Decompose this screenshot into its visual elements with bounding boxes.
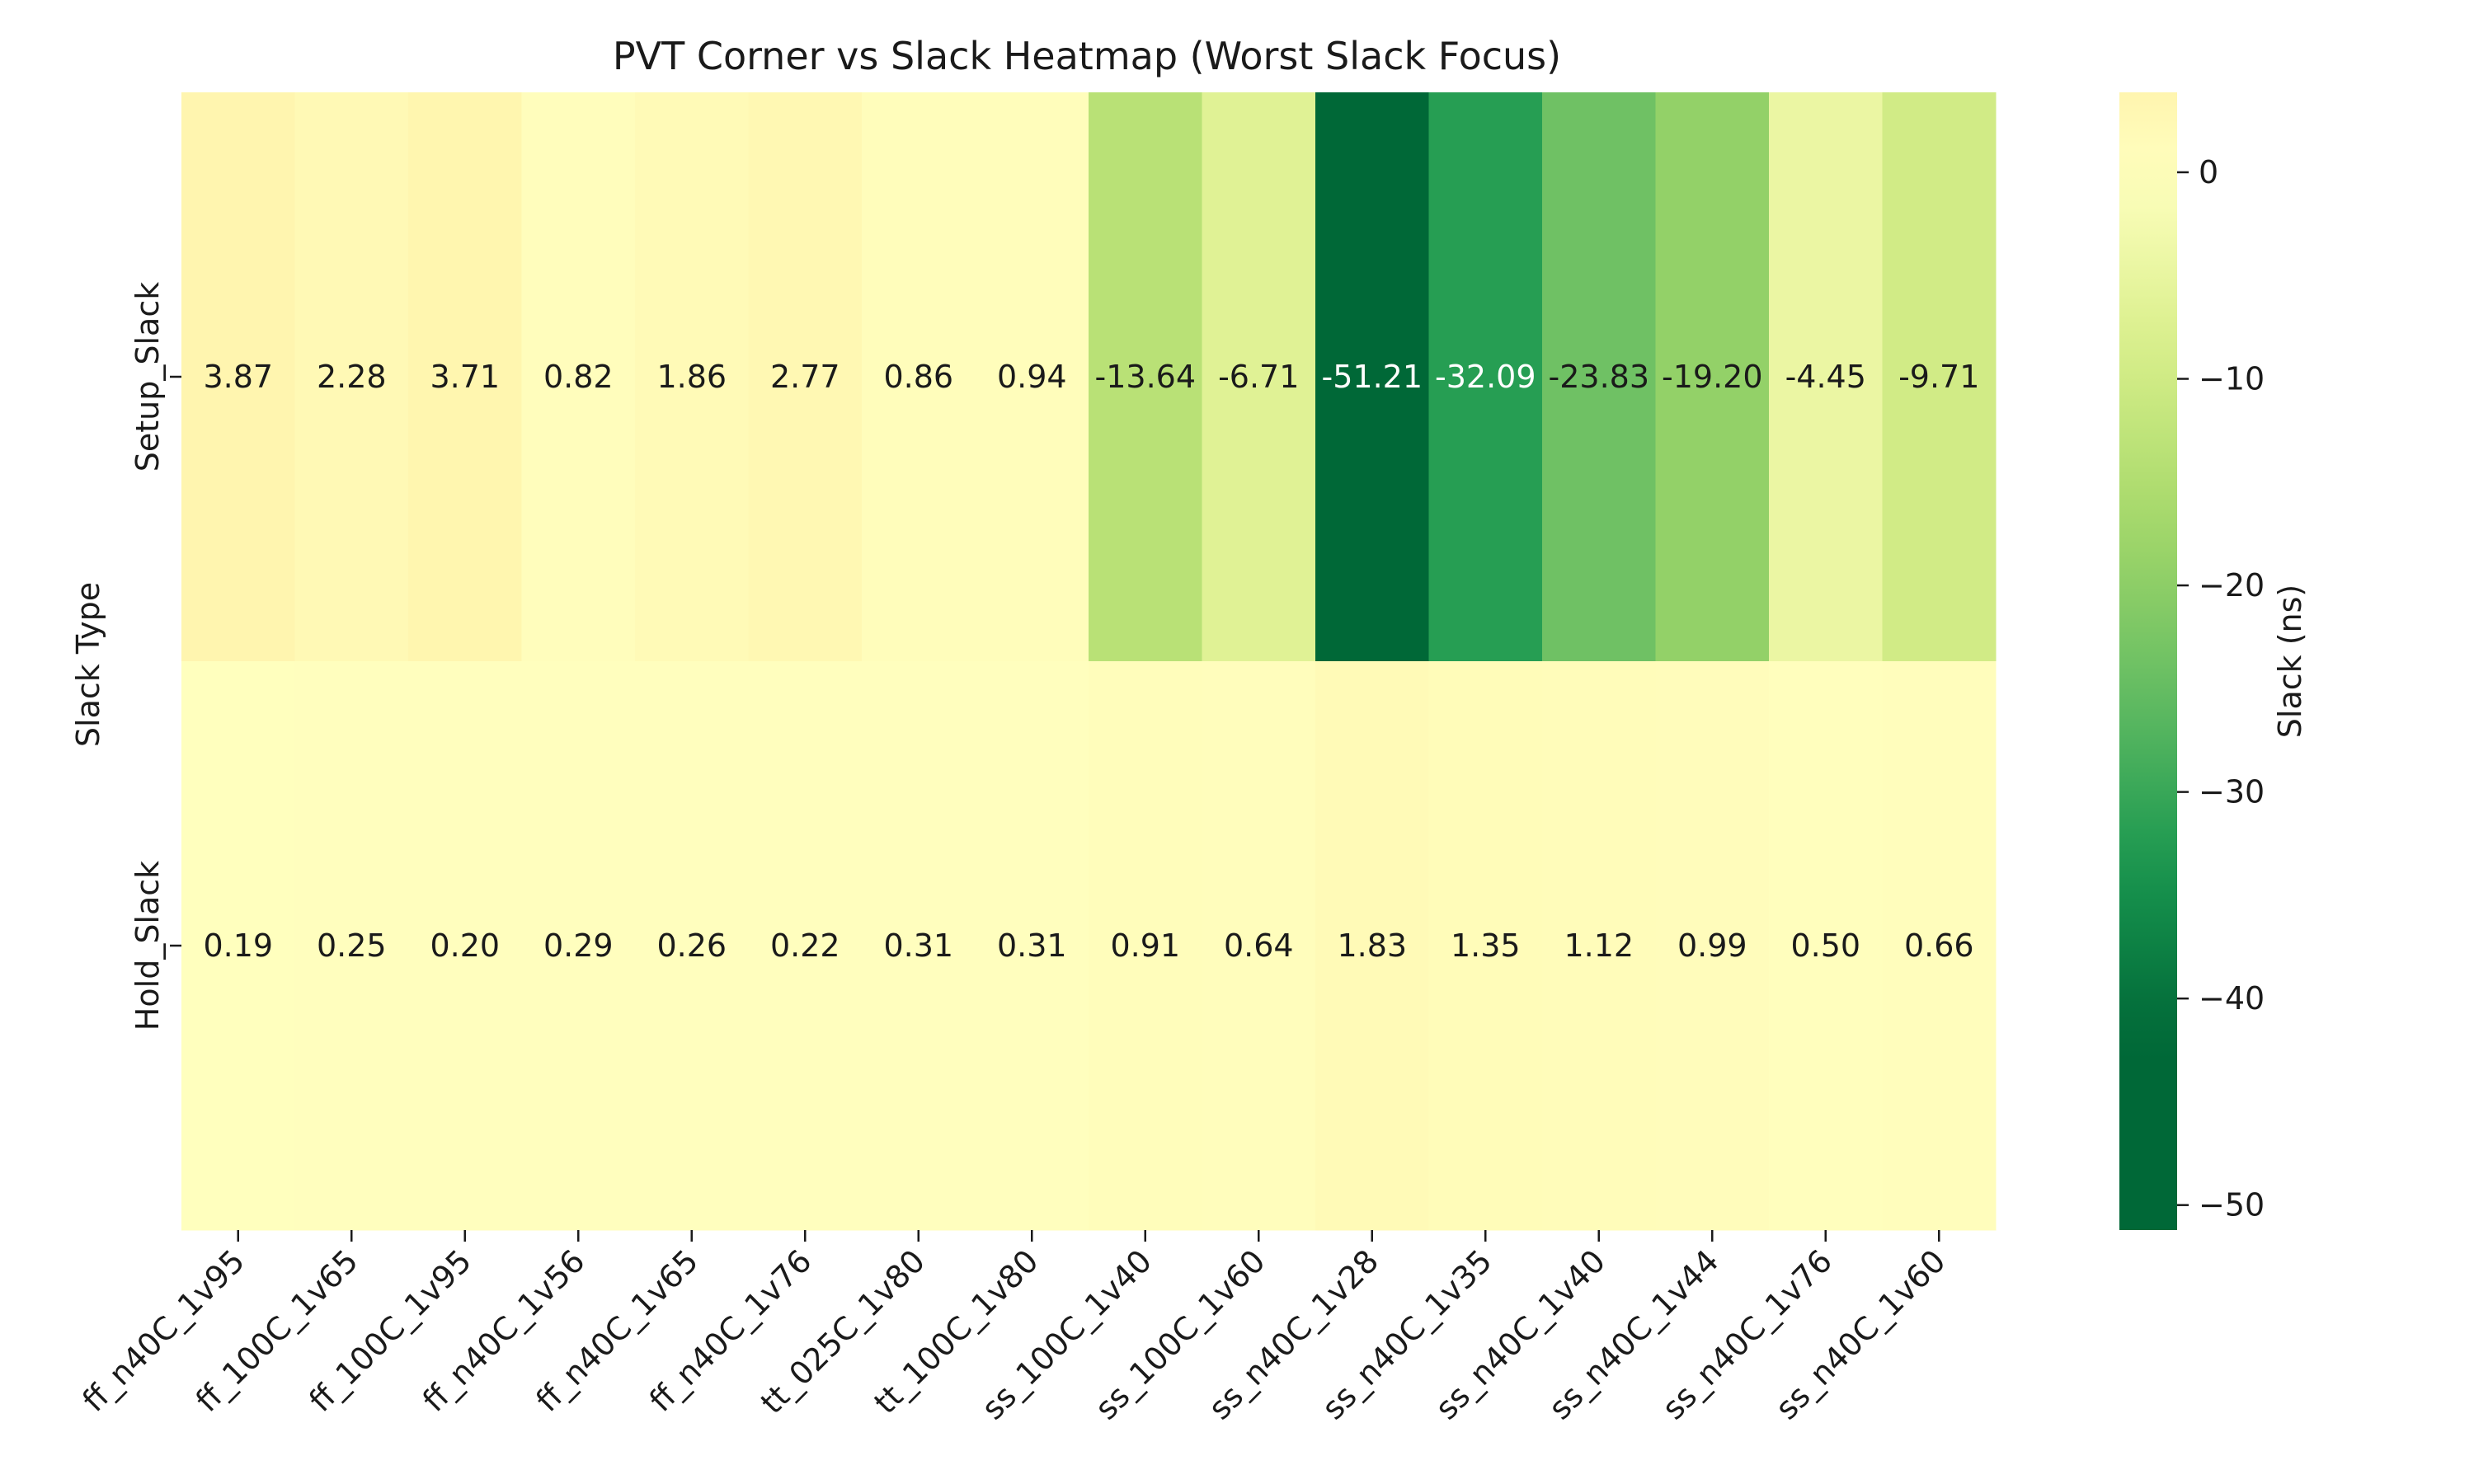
- y-axis-ticks: Setup_Slack Hold_Slack: [129, 282, 181, 1031]
- heatmap-cell: [975, 92, 1089, 662]
- cell-value-label: 0.99: [1677, 928, 1747, 964]
- heatmap-cell: [294, 661, 409, 1231]
- heatmap-cell: [862, 92, 976, 662]
- heatmap-cell: [1089, 661, 1202, 1231]
- heatmap-cell: [1089, 92, 1202, 662]
- cell-value-label: -32.09: [1435, 359, 1536, 395]
- colorbar-tick-label: −40: [2199, 980, 2265, 1017]
- cell-value-label: 1.35: [1451, 928, 1521, 964]
- heatmap-cell: [181, 661, 295, 1231]
- heatmap-cell: [1428, 92, 1543, 662]
- heatmap-cell: [975, 661, 1089, 1231]
- colorbar: 0 −10 −20 −30 −40 −50 Slack (ns): [2119, 92, 2308, 1230]
- heatmap-cell: [1315, 92, 1429, 662]
- chart-title: PVT Corner vs Slack Heatmap (Worst Slack…: [613, 34, 1561, 78]
- cell-value-label: 0.64: [1224, 928, 1294, 964]
- heatmap-cell: [1315, 661, 1429, 1231]
- heatmap-cell: [408, 92, 522, 662]
- cell-value-label: 2.28: [317, 359, 387, 395]
- heatmap-cell: [521, 661, 636, 1231]
- cell-value-label: -9.71: [1898, 359, 1979, 395]
- heatmap-cell: [521, 92, 636, 662]
- cell-value-label: 0.19: [203, 928, 273, 964]
- y-tick-label: Hold_Slack: [129, 861, 166, 1031]
- cell-value-label: 1.83: [1337, 928, 1407, 964]
- heatmap-cell: [635, 661, 749, 1231]
- colorbar-tick-label: −10: [2199, 361, 2265, 397]
- heatmap-cell: [1655, 92, 1770, 662]
- heatmap-cell-labels: 3.87 2.28 3.71 0.82 1.86 2.77 0.86 0.94 -13.64 -6…: [203, 359, 1979, 964]
- heatmap-cell: [181, 92, 295, 662]
- cell-value-label: 0.31: [997, 928, 1067, 964]
- heatmap-cell: [408, 661, 522, 1231]
- cell-value-label: 0.82: [543, 359, 614, 395]
- heatmap-cell: [1882, 92, 1997, 662]
- heatmap-cell: [1542, 92, 1656, 662]
- cell-value-label: 0.26: [656, 928, 727, 964]
- heatmap-cell: [1202, 92, 1316, 662]
- cell-value-label: -51.21: [1322, 359, 1423, 395]
- heatmap-cell: [748, 92, 863, 662]
- heatmap-cell: [1655, 661, 1770, 1231]
- y-axis-label: Slack Type: [70, 582, 106, 747]
- heatmap-cell: [1428, 661, 1543, 1231]
- cell-value-label: -19.20: [1662, 359, 1763, 395]
- heatmap-cell: [635, 92, 749, 662]
- cell-value-label: -4.45: [1785, 359, 1866, 395]
- heatmap-cell: [862, 661, 976, 1231]
- cell-value-label: 0.86: [883, 359, 953, 395]
- heatmap-cell: [1202, 661, 1316, 1231]
- cell-value-label: 2.77: [770, 359, 840, 395]
- colorbar-tick-label: −20: [2199, 567, 2265, 603]
- heatmap-cell: [1769, 92, 1883, 662]
- cell-value-label: 0.29: [543, 928, 614, 964]
- heatmap-cell: [748, 661, 863, 1231]
- heatmap-cell: [1882, 661, 1997, 1231]
- heatmap-cell: [1542, 661, 1656, 1231]
- colorbar-tick-label: −30: [2199, 774, 2265, 810]
- colorbar-tick-label: 0: [2199, 154, 2218, 190]
- cell-value-label: -6.71: [1218, 359, 1299, 395]
- x-axis-ticks: ff_n40C_1v95ff_100C_1v65ff_100C_1v95ff_n…: [75, 1230, 1953, 1426]
- heatmap-cell: [1769, 661, 1883, 1231]
- cell-value-label: -23.83: [1549, 359, 1650, 395]
- colorbar-tick-label: −50: [2199, 1187, 2265, 1223]
- cell-value-label: 0.31: [883, 928, 953, 964]
- cell-value-label: 1.86: [656, 359, 727, 395]
- cell-value-label: 0.66: [1904, 928, 1974, 964]
- cell-value-label: 0.50: [1790, 928, 1860, 964]
- y-tick-label: Setup_Slack: [129, 282, 166, 472]
- heatmap-cell: [294, 92, 409, 662]
- colorbar-ticks: 0 −10 −20 −30 −40 −50: [2177, 154, 2265, 1223]
- cell-value-label: 0.20: [430, 928, 500, 964]
- colorbar-label: Slack (ns): [2272, 585, 2308, 738]
- cell-value-label: 3.71: [430, 359, 500, 395]
- colorbar-gradient: [2119, 92, 2177, 1230]
- cell-value-label: 0.25: [317, 928, 387, 964]
- cell-value-label: 3.87: [203, 359, 273, 395]
- cell-value-label: 1.12: [1564, 928, 1634, 964]
- cell-value-label: 0.94: [997, 359, 1067, 395]
- cell-value-label: 0.91: [1110, 928, 1180, 964]
- cell-value-label: -13.64: [1095, 359, 1197, 395]
- cell-value-label: 0.22: [770, 928, 840, 964]
- heatmap-cells: [181, 92, 1997, 1231]
